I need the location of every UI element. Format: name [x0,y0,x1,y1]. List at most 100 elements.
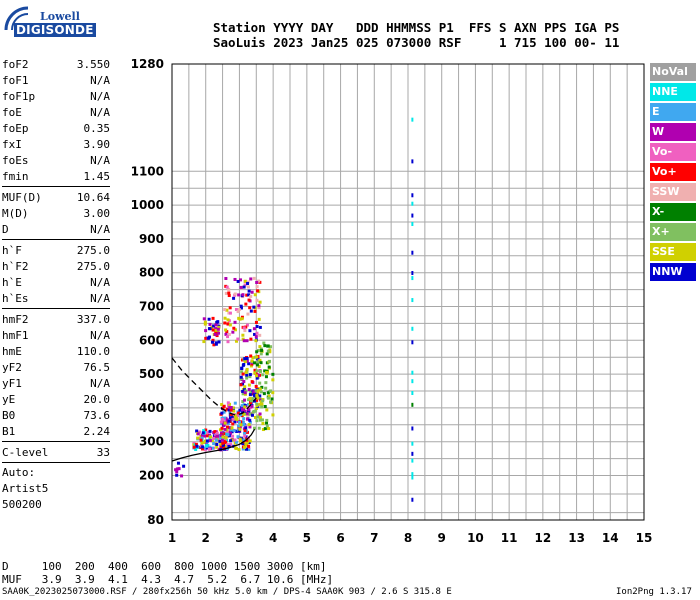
echo-point [229,408,233,412]
echo-point [217,331,221,335]
echo-point [229,439,233,443]
echo-point [213,333,217,337]
distance-row: D 100 200 400 600 800 1000 1500 3000 [km… [2,560,327,573]
echo-point [258,394,262,398]
echo-point [265,421,269,425]
echo-point [176,461,180,465]
legend-item-noval: NoVal [650,63,696,81]
param-name: fmin [2,169,29,183]
echo-point [244,325,248,329]
echo-point [253,293,257,297]
echo-point [237,420,241,424]
echo-point [260,418,264,422]
echo-point [244,426,248,430]
echo-point [220,438,224,442]
echo-point [255,393,259,397]
echo-point [233,438,237,442]
param-row-hmf1: hmF1 N/A [2,327,110,343]
echo-point [215,320,219,324]
y-tick-label: 200 [139,469,164,483]
echo-point [245,293,249,297]
echo-point [233,277,237,281]
echo-point [225,407,229,411]
echo-point [247,402,251,406]
param-value: 2.24 [83,424,111,438]
echo-point [271,378,275,382]
echo-point [241,372,245,376]
echo-point [195,429,199,433]
echo-point [245,376,249,380]
echo-point [247,293,251,297]
echo-point [243,392,247,396]
x-tick-label: 8 [404,531,412,545]
param-name: foF2 [2,57,29,71]
legend-item-e: E [650,103,696,121]
echo-point [219,436,223,440]
echo-point [248,418,252,422]
echo-point [266,344,270,348]
echo-point [219,431,223,435]
echo-point [222,432,226,436]
echo-point [248,439,252,443]
param-value: 20.0 [83,392,111,406]
echo-point [237,448,241,452]
echo-point [256,348,260,352]
echo-point [228,406,232,410]
param-row-hf2: h`F2 275.0 [2,258,110,274]
echo-point-8mhz [411,379,414,384]
echo-point [245,367,249,371]
echo-point [265,408,269,412]
echo-point [247,298,251,302]
echo-point [218,428,222,432]
param-name: D [2,222,9,236]
echo-point [241,333,245,337]
echo-point [245,356,249,360]
echo-point-8mhz [411,213,414,218]
echo-point [264,381,268,385]
echo-point [269,345,273,349]
y-tick-label: 1100 [131,164,164,178]
echo-point-8mhz [411,201,414,206]
echo-point [254,374,258,378]
echo-point [208,322,212,326]
profile-traces [171,357,257,462]
echo-point [201,431,205,435]
echo-point [234,446,238,450]
echo-point [231,330,235,334]
echo-point [266,391,270,395]
param-name: h`Es [2,291,29,305]
param-row-mufd: MUF(D) 10.64 [2,189,110,205]
echo-point [196,432,200,436]
echo-point [224,441,228,445]
param-value: N/A [90,73,110,87]
echo-point [217,340,221,344]
echo-point [248,306,252,310]
echo-point [257,279,261,283]
echo-point [226,340,230,344]
echo-point [233,401,237,405]
o-mode-trace-line [171,428,256,462]
echo-point [263,344,267,348]
echo-point [267,396,271,400]
x-tick-label: 7 [370,531,378,545]
y-tick-label: 500 [139,367,164,381]
echo-point [234,339,238,343]
echo-point [227,294,231,298]
echo-point [246,440,250,444]
echo-point [240,366,244,370]
echo-point [253,309,257,313]
param-value: N/A [90,89,110,103]
echo-point [244,370,248,374]
echo-point [201,445,205,449]
echo-point [242,326,246,330]
echo-point-8mhz [411,298,414,303]
echo-point [242,339,246,343]
x-tick-label: 6 [336,531,344,545]
param-row-hmf2: hmF2 337.0 [2,311,110,327]
y-tick-label: 300 [139,435,164,449]
echo-point [224,328,228,332]
echo-point [255,376,259,380]
echo-point [211,316,215,320]
param-row-fof1: foF1 N/A [2,72,110,88]
echo-point [208,433,212,437]
